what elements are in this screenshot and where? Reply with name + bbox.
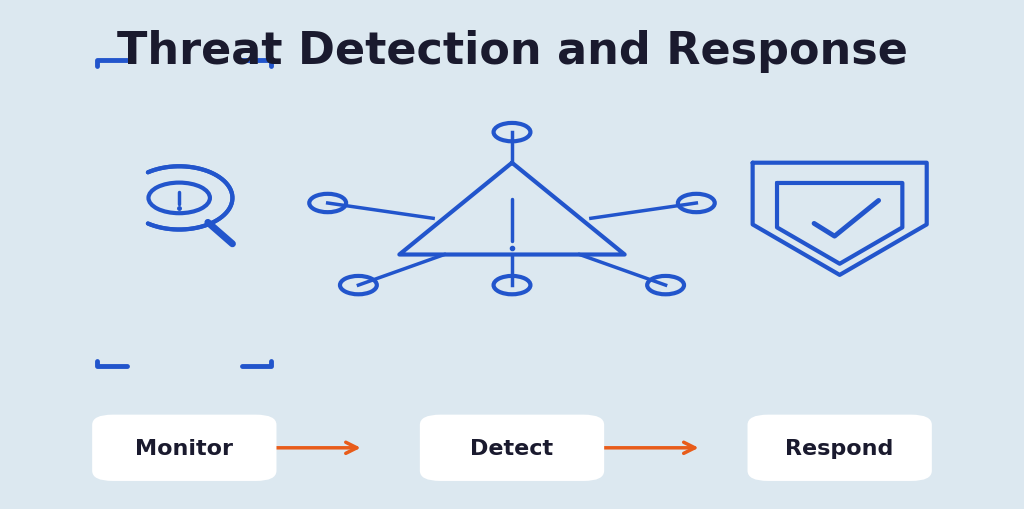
Text: Respond: Respond — [785, 438, 894, 458]
Text: Detect: Detect — [470, 438, 554, 458]
Text: Threat Detection and Response: Threat Detection and Response — [117, 30, 907, 72]
FancyBboxPatch shape — [92, 415, 276, 481]
Text: Monitor: Monitor — [135, 438, 233, 458]
FancyBboxPatch shape — [748, 415, 932, 481]
FancyBboxPatch shape — [420, 415, 604, 481]
